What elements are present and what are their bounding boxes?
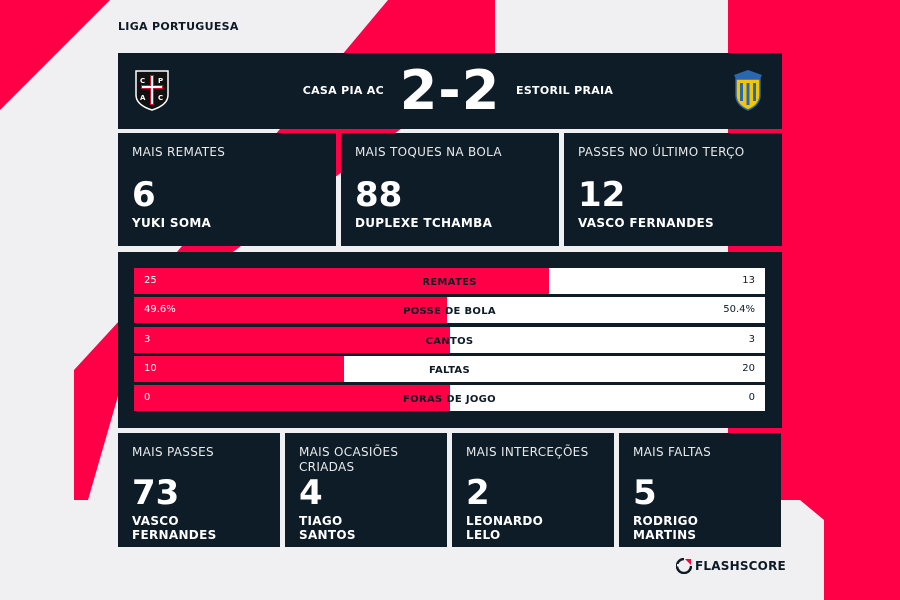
comparison-row-corners: 3 CANTOS 3 [134, 327, 765, 353]
home-value: 3 [144, 334, 151, 345]
stat-label: MAIS TOQUES NA BOLA [355, 145, 502, 159]
home-team-name: CASA PIA AC [302, 84, 384, 97]
stat-value: 6 [132, 175, 156, 215]
player-first-name: VASCO [132, 514, 179, 528]
away-team-name: ESTORIL PRAIA [516, 84, 614, 97]
stat-player: TIAGO SANTOS [299, 514, 356, 542]
stat-value: 2 [466, 473, 490, 513]
player-last-name: LELO [466, 528, 501, 542]
away-value: 13 [742, 275, 755, 286]
player-first-name: TIAGO [299, 514, 343, 528]
comparison-row-shots: 25 REMATES 13 [134, 268, 765, 294]
stat-label-line2: CRIADAS [299, 460, 355, 474]
bottom-stat-card-chances-created: MAIS OCASIÕES CRIADAS 4 TIAGO SANTOS [285, 433, 447, 547]
top-stat-card-shots: MAIS REMATES 6 YUKI SOMA [118, 133, 336, 246]
comparison-label: POSSE DE BOLA [403, 306, 496, 317]
stat-label: MAIS INTERCEÇÕES [466, 445, 589, 459]
player-last-name: MARTINS [633, 528, 697, 542]
stat-player: LEONARDO LELO [466, 514, 543, 542]
svg-text:P: P [158, 77, 163, 85]
stat-label: MAIS FALTAS [633, 445, 712, 459]
flashscore-logo-icon [676, 558, 692, 574]
comparison-row-possession: 49.6% POSSE DE BOLA 50.4% [134, 297, 765, 323]
bottom-stat-card-passes: MAIS PASSES 73 VASCO FERNANDES [118, 433, 280, 547]
svg-text:C: C [158, 94, 163, 102]
home-share-bar [134, 356, 345, 382]
stat-label: MAIS REMATES [132, 145, 226, 159]
stat-player: VASCO FERNANDES [132, 514, 217, 542]
player-first-name: RODRIGO [633, 514, 699, 528]
league-name: LIGA PORTUGUESA [118, 20, 239, 33]
player-last-name: FERNANDES [132, 528, 217, 542]
home-share-bar [134, 268, 550, 294]
comparison-label: FORAS DE JOGO [403, 394, 496, 405]
stat-label: MAIS PASSES [132, 445, 214, 459]
away-value: 20 [742, 363, 755, 374]
stat-value: 4 [299, 473, 323, 513]
home-share-bar [134, 297, 447, 323]
stat-player: RODRIGO MARTINS [633, 514, 698, 542]
home-share-bar [134, 327, 450, 353]
comparison-row-offsides: 0 FORAS DE JOGO 0 [134, 385, 765, 411]
flashscore-logo: FLASHSCORE [676, 558, 786, 574]
top-stat-card-touches: MAIS TOQUES NA BOLA 88 DUPLEXE TCHAMBA [341, 133, 559, 246]
team-comparison-panel: 25 REMATES 13 49.6% POSSE DE BOLA 50.4% … [118, 252, 782, 428]
top-stat-card-final-third-passes: PASSES NO ÚLTIMO TERÇO 12 VASCO FERNANDE… [564, 133, 782, 246]
home-value: 25 [144, 275, 157, 286]
comparison-label: FALTAS [429, 365, 470, 376]
stat-player: VASCO FERNANDES [578, 216, 714, 230]
home-share-bar [134, 385, 450, 411]
match-header: C P A C CASA PIA AC 2-2 ESTORIL PRAIA [118, 53, 782, 129]
svg-text:A: A [140, 94, 146, 102]
stat-value: 5 [633, 473, 657, 513]
home-value: 10 [144, 363, 157, 374]
stat-value: 73 [132, 473, 180, 513]
comparison-label: CANTOS [425, 336, 474, 347]
home-value: 49.6% [144, 304, 176, 315]
home-value: 0 [144, 392, 151, 403]
bottom-stat-card-fouls: MAIS FALTAS 5 RODRIGO MARTINS [619, 433, 781, 547]
comparison-label: REMATES [422, 277, 477, 288]
stat-label: PASSES NO ÚLTIMO TERÇO [578, 145, 745, 159]
player-first-name: LEONARDO [466, 514, 544, 528]
stat-player: DUPLEXE TCHAMBA [355, 216, 493, 230]
away-value: 50.4% [723, 304, 755, 315]
stat-label-line1: MAIS OCASIÕES [299, 445, 399, 459]
stat-value: 88 [355, 175, 403, 215]
stat-label: MAIS OCASIÕES CRIADAS [299, 445, 433, 475]
away-value: 3 [748, 334, 755, 345]
estoril-praia-crest-icon [734, 70, 762, 111]
comparison-row-fouls: 10 FALTAS 20 [134, 356, 765, 382]
svg-text:C: C [140, 77, 145, 85]
away-value: 0 [748, 392, 755, 403]
stat-value: 12 [578, 175, 626, 215]
bottom-stat-card-interceptions: MAIS INTERCEÇÕES 2 LEONARDO LELO [452, 433, 614, 547]
stat-player: YUKI SOMA [132, 216, 212, 230]
casa-pia-crest-icon: C P A C [135, 70, 169, 111]
brand-name: FLASHSCORE [695, 559, 786, 573]
match-score: 2-2 [399, 59, 501, 122]
player-last-name: SANTOS [299, 528, 356, 542]
